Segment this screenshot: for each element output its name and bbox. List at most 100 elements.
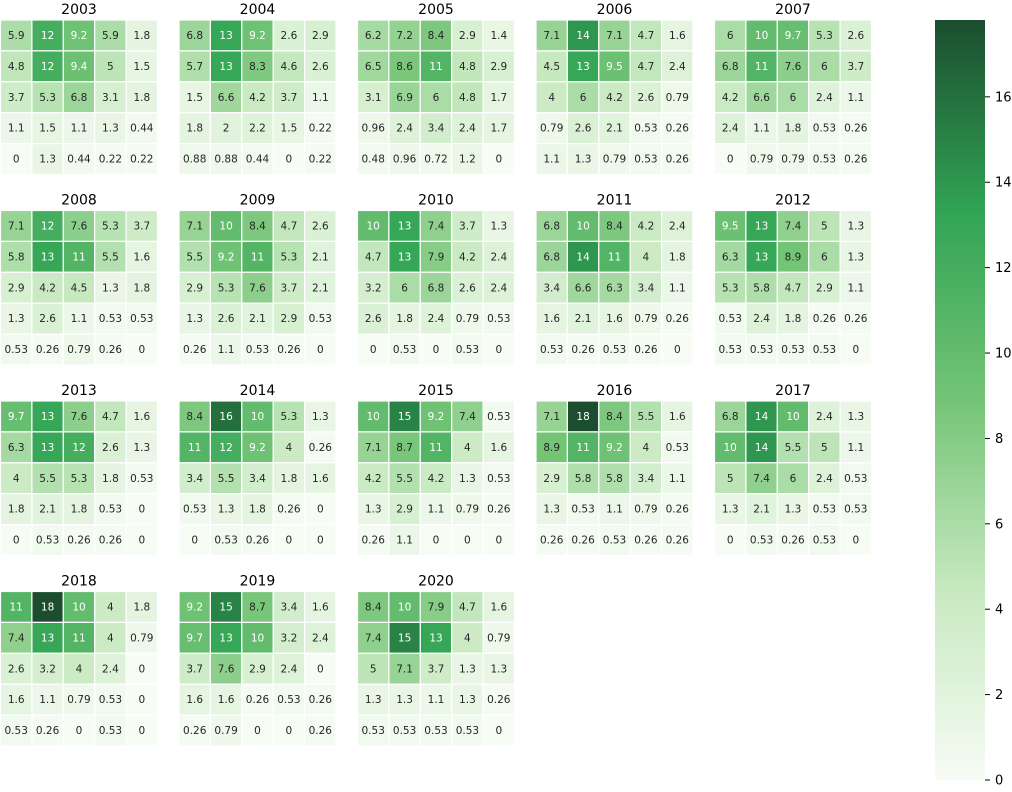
cell-value-label: 1.2 [459, 154, 476, 166]
heatmap-cell [629, 302, 663, 335]
heatmap-cell [0, 621, 33, 654]
panel-title: 2011 [597, 193, 633, 209]
heatmap-cell [745, 143, 778, 176]
heatmap-cell [31, 714, 64, 747]
heatmap-cell [839, 431, 873, 464]
heatmap-cell [839, 209, 873, 242]
heatmap-cell [839, 400, 873, 433]
cell-value-label: 1.7 [490, 123, 507, 135]
heatmap-cell [304, 240, 337, 273]
cell-value-label: 0.96 [362, 123, 386, 135]
cell-value-label: 0 [286, 535, 293, 547]
panel-title: 2014 [240, 383, 276, 399]
cell-value-label: 8.4 [606, 411, 623, 423]
cell-value-label: 8.4 [186, 411, 203, 423]
heatmap-cell [535, 302, 568, 335]
cell-value-label: 11 [188, 442, 201, 454]
heatmap-cell [272, 431, 306, 464]
cell-value-label: 1.1 [71, 123, 88, 135]
cell-value-label: 0.79 [456, 313, 479, 325]
cell-value-label: 13 [429, 632, 442, 644]
cell-value-label: 2.2 [249, 123, 266, 135]
cell-value-label: 5.3 [102, 220, 119, 232]
heatmap-cell [482, 209, 516, 242]
cell-value-label: 4.7 [785, 282, 802, 294]
cell-value-label: 6 [790, 473, 797, 485]
cell-value-label: 5.3 [816, 30, 833, 42]
cell-value-label: 0 [286, 154, 293, 166]
cell-value-label: 3.1 [365, 92, 382, 104]
cell-value-label: 1.3 [490, 663, 507, 675]
heatmap-cell [419, 302, 453, 335]
heatmap-cell [209, 523, 243, 557]
cell-value-label: 13 [398, 220, 411, 232]
cell-value-label: 0 [433, 535, 440, 547]
cell-value-label: 6.2 [365, 30, 382, 42]
cell-value-label: 5.5 [186, 251, 203, 263]
cell-value-label: 0.22 [309, 123, 332, 135]
cell-value-label: 2.6 [638, 92, 655, 104]
cell-value-label: 4.8 [459, 61, 476, 73]
cell-value-label: 6.8 [722, 61, 739, 73]
cell-value-label: 2.4 [312, 632, 329, 644]
cell-value-label: 0 [464, 535, 471, 547]
cell-value-label: 1.8 [785, 313, 802, 325]
cell-value-label: 0.26 [666, 504, 690, 516]
cell-value-label: 1.3 [39, 154, 56, 166]
cell-value-label: 2.4 [816, 92, 833, 104]
cell-value-label: 0.26 [666, 154, 690, 166]
panel-title: 2008 [61, 193, 97, 209]
panel-title: 2016 [597, 383, 633, 399]
heatmap-cell [388, 240, 421, 273]
cell-value-label: 0.53 [813, 344, 836, 356]
cell-value-label: 5.8 [753, 282, 770, 294]
cell-value-label: 0.53 [183, 504, 206, 516]
cell-value-label: 0.53 [99, 725, 122, 737]
cell-value-label: 2.4 [490, 251, 507, 263]
cell-value-label: 10 [251, 411, 264, 423]
cell-value-label: 7.6 [71, 411, 88, 423]
cell-value-label: 8.4 [249, 220, 266, 232]
cell-value-label: 0.53 [813, 535, 836, 547]
heatmap-cell [209, 143, 243, 176]
cell-value-label: 7.1 [606, 30, 623, 42]
cell-value-label: 0.53 [813, 504, 836, 516]
cell-value-label: 0.53 [571, 504, 594, 516]
heatmap-cell [304, 143, 337, 176]
cell-value-label: 0.53 [750, 535, 773, 547]
cell-value-label: 6 [821, 251, 828, 263]
cell-value-label: 1.1 [218, 344, 235, 356]
cell-value-label: 3.4 [638, 282, 655, 294]
cell-value-label: 1.1 [428, 694, 445, 706]
cell-value-label: 15 [219, 601, 232, 613]
heatmap-cell [304, 523, 337, 557]
heatmap-cell [660, 143, 694, 176]
cell-value-label: 0.48 [362, 154, 385, 166]
panel-title: 2020 [418, 574, 454, 590]
cell-value-label: 0.53 [844, 504, 867, 516]
cell-value-label: 0.53 [666, 442, 689, 454]
heatmap-cell [241, 714, 274, 747]
cell-value-label: 9.2 [218, 251, 235, 263]
cell-value-label: 1.6 [133, 251, 150, 263]
heatmap-cell [178, 590, 211, 623]
cell-value-label: 0 [495, 344, 502, 356]
cell-value-label: 0.53 [277, 694, 300, 706]
heatmap-cell [566, 302, 600, 335]
heatmap-cell [419, 19, 453, 52]
cell-value-label: 2.6 [365, 313, 382, 325]
cell-value-label: 0.53 [456, 344, 479, 356]
cell-value-label: 6.3 [606, 282, 623, 294]
heatmap-cell [808, 523, 841, 557]
colorbar-tick-label: 2 [995, 688, 1003, 703]
heatmap-cell [388, 143, 421, 176]
heatmap-cell [272, 621, 306, 654]
cell-value-label: 6 [401, 282, 408, 294]
panel-2015: 2015 10 15 9.2 7.4 0.53 7.1 8.7 11 4 1.6 4.2 5.5 4.2 1… [356, 383, 516, 557]
heatmap-cell [178, 302, 211, 335]
cell-value-label: 9.5 [722, 220, 739, 232]
cell-value-label: 1.1 [543, 154, 560, 166]
cell-value-label: 4.7 [281, 220, 298, 232]
cell-value-label: 3.2 [39, 663, 56, 675]
panel-2005: 2005 6.2 7.2 8.4 2.9 1.4 6.5 8.6 11 4.8 2.9 3.1 6.9 6… [356, 2, 516, 176]
